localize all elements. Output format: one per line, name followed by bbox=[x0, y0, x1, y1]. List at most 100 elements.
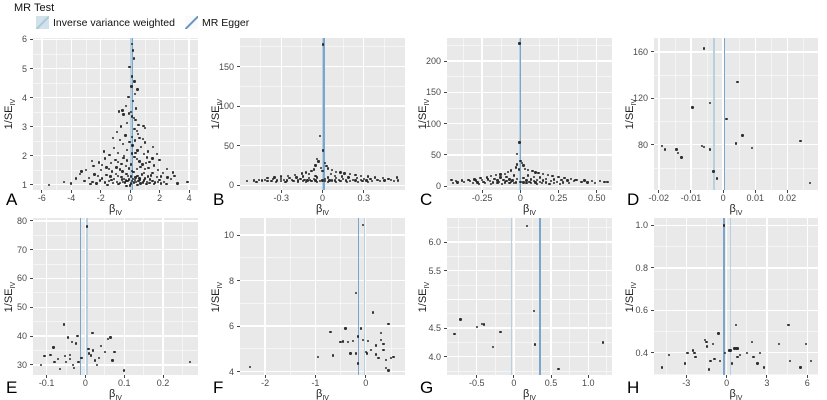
y-tick-label: 50 bbox=[223, 140, 234, 151]
y-tick-label: 4.5 bbox=[428, 323, 441, 333]
plot-panel-F bbox=[240, 218, 405, 375]
data-point bbox=[85, 225, 89, 228]
data-point bbox=[148, 181, 151, 185]
data-point bbox=[711, 343, 715, 346]
minor-gridline bbox=[143, 218, 145, 375]
data-point bbox=[296, 179, 299, 182]
data-point bbox=[675, 148, 678, 151]
data-point bbox=[471, 181, 475, 185]
ivw-estimate-line bbox=[363, 218, 365, 375]
data-point bbox=[101, 163, 104, 167]
major-gridline bbox=[786, 38, 789, 190]
ivw-estimate-line bbox=[130, 38, 132, 190]
y-axis-title: 1/SEIV bbox=[623, 98, 639, 130]
data-point bbox=[705, 345, 709, 348]
data-point bbox=[125, 172, 128, 175]
data-point bbox=[346, 180, 349, 184]
data-point bbox=[90, 354, 93, 357]
data-point bbox=[138, 160, 141, 163]
data-point bbox=[166, 176, 169, 179]
data-point bbox=[701, 144, 704, 148]
data-point bbox=[473, 178, 476, 181]
major-gridline bbox=[240, 370, 405, 373]
data-point bbox=[169, 177, 172, 181]
data-point bbox=[122, 156, 125, 159]
minor-gridline bbox=[33, 321, 198, 323]
data-point bbox=[134, 119, 137, 122]
data-point bbox=[348, 180, 352, 183]
data-point bbox=[482, 323, 486, 326]
data-point bbox=[132, 181, 136, 184]
data-point bbox=[763, 366, 766, 369]
x-tick-label: 0 bbox=[724, 378, 730, 388]
data-point bbox=[546, 173, 550, 177]
data-point bbox=[321, 169, 324, 173]
minor-gridline bbox=[33, 53, 198, 55]
minor-gridline bbox=[33, 111, 198, 113]
data-point bbox=[52, 346, 55, 349]
data-point bbox=[189, 360, 192, 364]
data-point bbox=[112, 137, 115, 140]
y-tick-label: 150 bbox=[218, 61, 234, 72]
data-point bbox=[93, 173, 96, 176]
major-gridline bbox=[654, 309, 818, 311]
data-point bbox=[341, 177, 345, 181]
data-point bbox=[552, 178, 556, 181]
data-point bbox=[561, 181, 565, 184]
y-tick-mark bbox=[30, 97, 33, 99]
data-point bbox=[738, 353, 742, 357]
data-point bbox=[263, 178, 266, 181]
data-point bbox=[788, 360, 791, 363]
minor-gridline bbox=[447, 341, 612, 343]
data-point bbox=[503, 181, 507, 184]
data-point bbox=[133, 80, 136, 83]
major-gridline bbox=[447, 241, 612, 243]
data-point bbox=[142, 153, 145, 156]
minor-gridline bbox=[447, 107, 612, 109]
data-point bbox=[558, 182, 562, 185]
data-point bbox=[346, 340, 350, 344]
data-point bbox=[116, 151, 120, 154]
data-point bbox=[314, 179, 317, 182]
egger-estimate-line bbox=[80, 218, 82, 375]
major-gridline bbox=[123, 218, 125, 375]
major-gridline bbox=[188, 38, 190, 190]
data-point bbox=[155, 153, 158, 156]
legend-item-egger: MR Egger bbox=[185, 16, 249, 29]
data-point bbox=[526, 174, 530, 177]
data-point bbox=[147, 150, 150, 153]
data-point bbox=[691, 106, 694, 109]
major-gridline bbox=[725, 218, 728, 375]
data-point bbox=[717, 332, 720, 335]
data-point bbox=[365, 179, 368, 182]
y-tick-mark bbox=[651, 51, 654, 53]
x-tick-label: 0 bbox=[517, 193, 523, 203]
data-point bbox=[369, 177, 372, 181]
data-point bbox=[130, 42, 134, 45]
axis-subscript: IV bbox=[115, 395, 122, 400]
minor-gridline bbox=[654, 331, 818, 332]
funnel-plot-C: 0 50 100 150 200 -0.25 0 0.25 0.50 1/SEIV βIV C bbox=[414, 0, 621, 217]
egger-estimate-line bbox=[357, 218, 359, 375]
major-gridline bbox=[550, 218, 552, 375]
x-tick-mark bbox=[46, 375, 48, 378]
data-point bbox=[540, 181, 543, 185]
major-gridline bbox=[45, 218, 48, 375]
data-point bbox=[461, 179, 464, 182]
major-gridline bbox=[447, 154, 612, 156]
x-tick-mark bbox=[84, 375, 86, 378]
data-point bbox=[72, 366, 75, 369]
x-tick-label: -1 bbox=[311, 378, 320, 388]
data-point bbox=[488, 180, 491, 183]
data-point bbox=[127, 95, 130, 99]
minor-gridline bbox=[447, 76, 612, 78]
plot-panel-G bbox=[447, 218, 612, 375]
data-point bbox=[357, 362, 360, 365]
axis-subscript: IV bbox=[631, 98, 639, 106]
y-tick-mark bbox=[30, 155, 33, 157]
major-gridline bbox=[33, 364, 198, 366]
major-gridline bbox=[100, 38, 102, 190]
data-point bbox=[134, 180, 138, 184]
data-point bbox=[91, 332, 94, 335]
data-point bbox=[89, 182, 92, 186]
